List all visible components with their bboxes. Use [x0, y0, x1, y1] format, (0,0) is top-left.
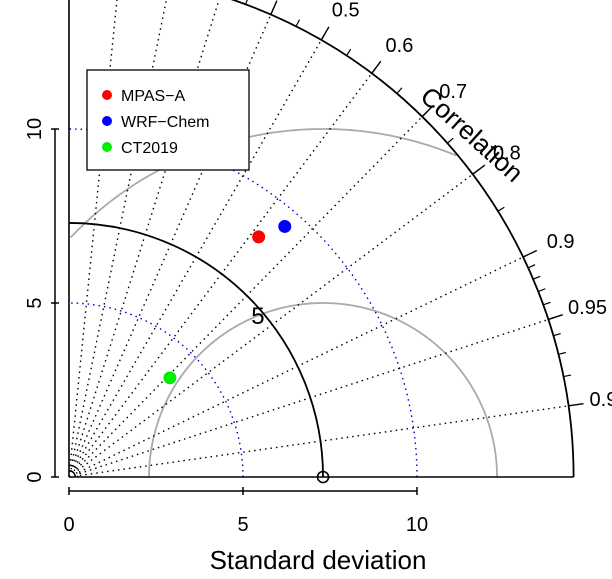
corr-minor-tick [558, 351, 566, 355]
correlation-ray-0.8 [68, 173, 474, 478]
corr-major-tick-0.99 [568, 402, 584, 407]
corr-minor-tick [553, 333, 561, 337]
axes-layer [68, 0, 575, 478]
corr-minor-tick [346, 48, 352, 56]
legend-box [86, 69, 250, 171]
y-tick-label-0: 0 [24, 471, 46, 482]
corr-major-tick-0.8 [472, 164, 486, 175]
corr-label-0.8: 0.8 [493, 143, 521, 165]
legend-label-0: MPAS−A [121, 88, 186, 105]
rms-contours-layer: 510 [69, 128, 498, 478]
legend-marker-0 [102, 90, 112, 100]
corr-minor-tick [563, 374, 572, 378]
y-tick-label-5: 5 [24, 297, 46, 308]
corr-minor-tick [396, 87, 403, 94]
x-axis-title: Standard deviation [210, 545, 427, 575]
legend-marker-1 [102, 116, 112, 126]
correlation-ray-0.7 [68, 116, 423, 478]
sd-arc-5 [68, 302, 244, 478]
ticks-layer: 051005100.10.20.30.40.50.60.70.80.90.950… [24, 0, 612, 536]
points-layer [163, 219, 292, 385]
correlation-ray-0.9 [68, 256, 524, 478]
reference-sd-arc [68, 222, 324, 478]
corr-major-tick-0.6 [371, 60, 382, 74]
data-point-mpas-a [252, 230, 266, 244]
corr-label-0.99: 0.99 [590, 389, 612, 411]
x-tick-label-10: 10 [406, 514, 428, 536]
reference-marker [316, 470, 330, 484]
legend-label-2: CT2019 [121, 140, 178, 157]
legend: MPAS−A WRF−Chem CT2019 [86, 69, 250, 171]
data-point-wrf-chem [278, 219, 292, 233]
corr-label-0.5: 0.5 [332, 0, 360, 22]
corr-label-0.7: 0.7 [439, 81, 467, 103]
x-tick-label-0: 0 [63, 514, 74, 536]
corr-label-0.95: 0.95 [568, 297, 607, 319]
rms-contour-10 [69, 128, 457, 239]
sd-arcs-layer [68, 128, 418, 478]
data-point-ct2019 [163, 371, 177, 385]
corr-minor-tick [447, 137, 454, 144]
corr-label-0.6: 0.6 [386, 35, 414, 57]
legend-marker-2 [102, 142, 112, 152]
origin-arc [68, 467, 79, 478]
corr-minor-tick [543, 301, 551, 306]
corr-major-tick-0.5 [320, 26, 330, 41]
outer-correlation-arc [230, 0, 575, 478]
corr-minor-tick [295, 19, 301, 27]
rms-contour-5 [148, 302, 498, 478]
corr-minor-tick [538, 288, 546, 293]
corr-label-0.9: 0.9 [547, 231, 575, 253]
corr-major-tick-0.4 [270, 0, 278, 15]
sd-arc-10 [68, 128, 418, 478]
corr-major-tick-0.9 [522, 249, 538, 258]
corr-major-tick-0.95 [548, 314, 563, 321]
reference-layer [68, 222, 330, 484]
corr-minor-tick [527, 264, 536, 269]
correlation-ray-0.95 [68, 318, 549, 478]
legend-label-1: WRF−Chem [121, 114, 209, 131]
x-tick-label-5: 5 [237, 514, 248, 536]
corr-minor-tick [532, 275, 541, 280]
corr-minor-tick [245, 0, 248, 5]
corr-major-tick-0.7 [421, 105, 434, 118]
corr-minor-tick [497, 206, 505, 212]
y-tick-label-10: 10 [24, 118, 46, 140]
